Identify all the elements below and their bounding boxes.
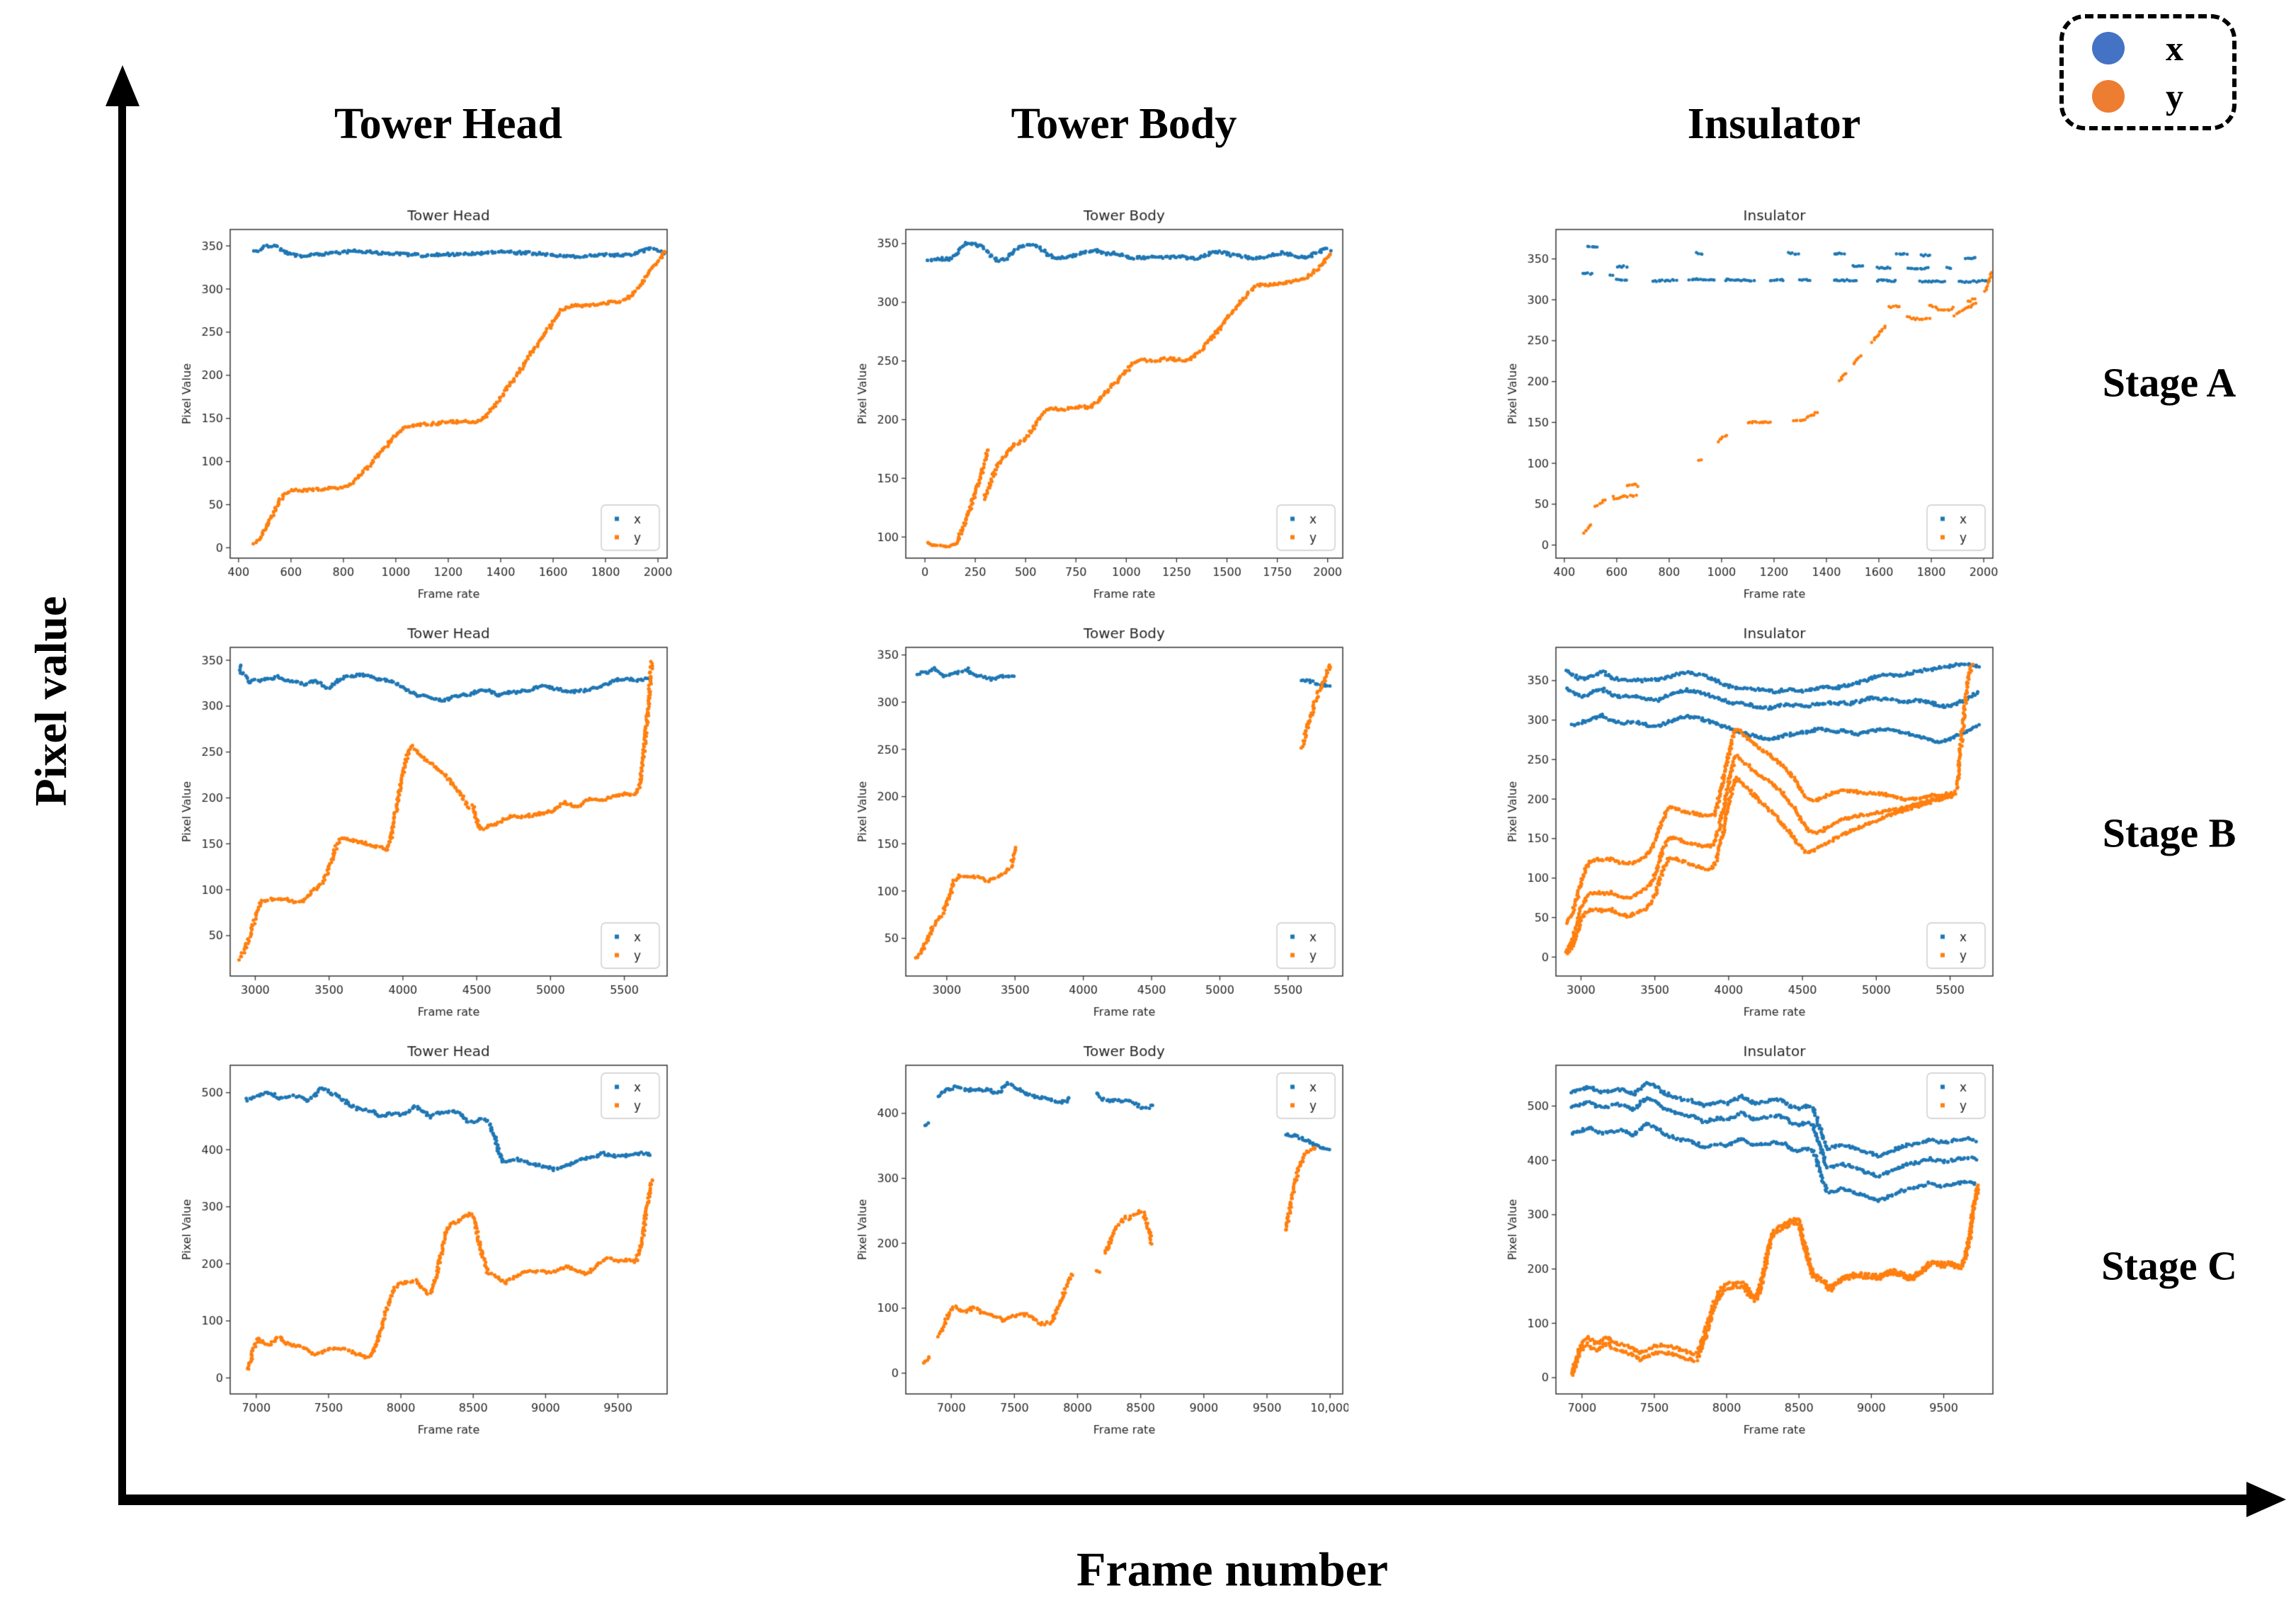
x-axis-arrowhead-icon	[2246, 1482, 2286, 1517]
global-x-axis-label: Frame number	[1076, 1542, 1389, 1597]
y-axis-arrow	[118, 99, 126, 1505]
column-title-insulator: Insulator	[1687, 100, 1861, 148]
x-axis-arrow	[118, 1495, 2251, 1505]
global-y-axis-label: Pixel value	[25, 596, 76, 807]
subplot-stage-c-tower-body	[853, 1038, 1348, 1449]
y-series-marker-icon	[2092, 79, 2125, 113]
stage-c-label: Stage C	[2101, 1242, 2237, 1289]
subplot-stage-b-insulator	[1503, 620, 1999, 1031]
subplot-stage-a-tower-body	[853, 203, 1348, 613]
subplot-stage-a-insulator	[1503, 203, 1999, 613]
subplot-stage-c-insulator	[1503, 1038, 1999, 1449]
column-title-tower-body: Tower Body	[1011, 100, 1237, 148]
main-legend: x y	[2059, 14, 2237, 130]
subplot-stage-b-tower-head	[177, 620, 673, 1031]
stage-b-label: Stage B	[2102, 810, 2237, 856]
y-series-label: y	[2166, 76, 2183, 116]
stage-a-label: Stage A	[2102, 359, 2237, 406]
column-title-tower-head: Tower Head	[334, 100, 563, 148]
main-legend-row-y: y	[2092, 79, 2232, 114]
main-legend-row-x: x	[2092, 30, 2232, 66]
subplot-stage-b-tower-body	[853, 620, 1348, 1031]
x-series-label: x	[2166, 28, 2183, 69]
x-series-marker-icon	[2092, 32, 2125, 65]
subplot-stage-a-tower-head	[177, 203, 673, 613]
subplot-stage-c-tower-head	[177, 1038, 673, 1449]
